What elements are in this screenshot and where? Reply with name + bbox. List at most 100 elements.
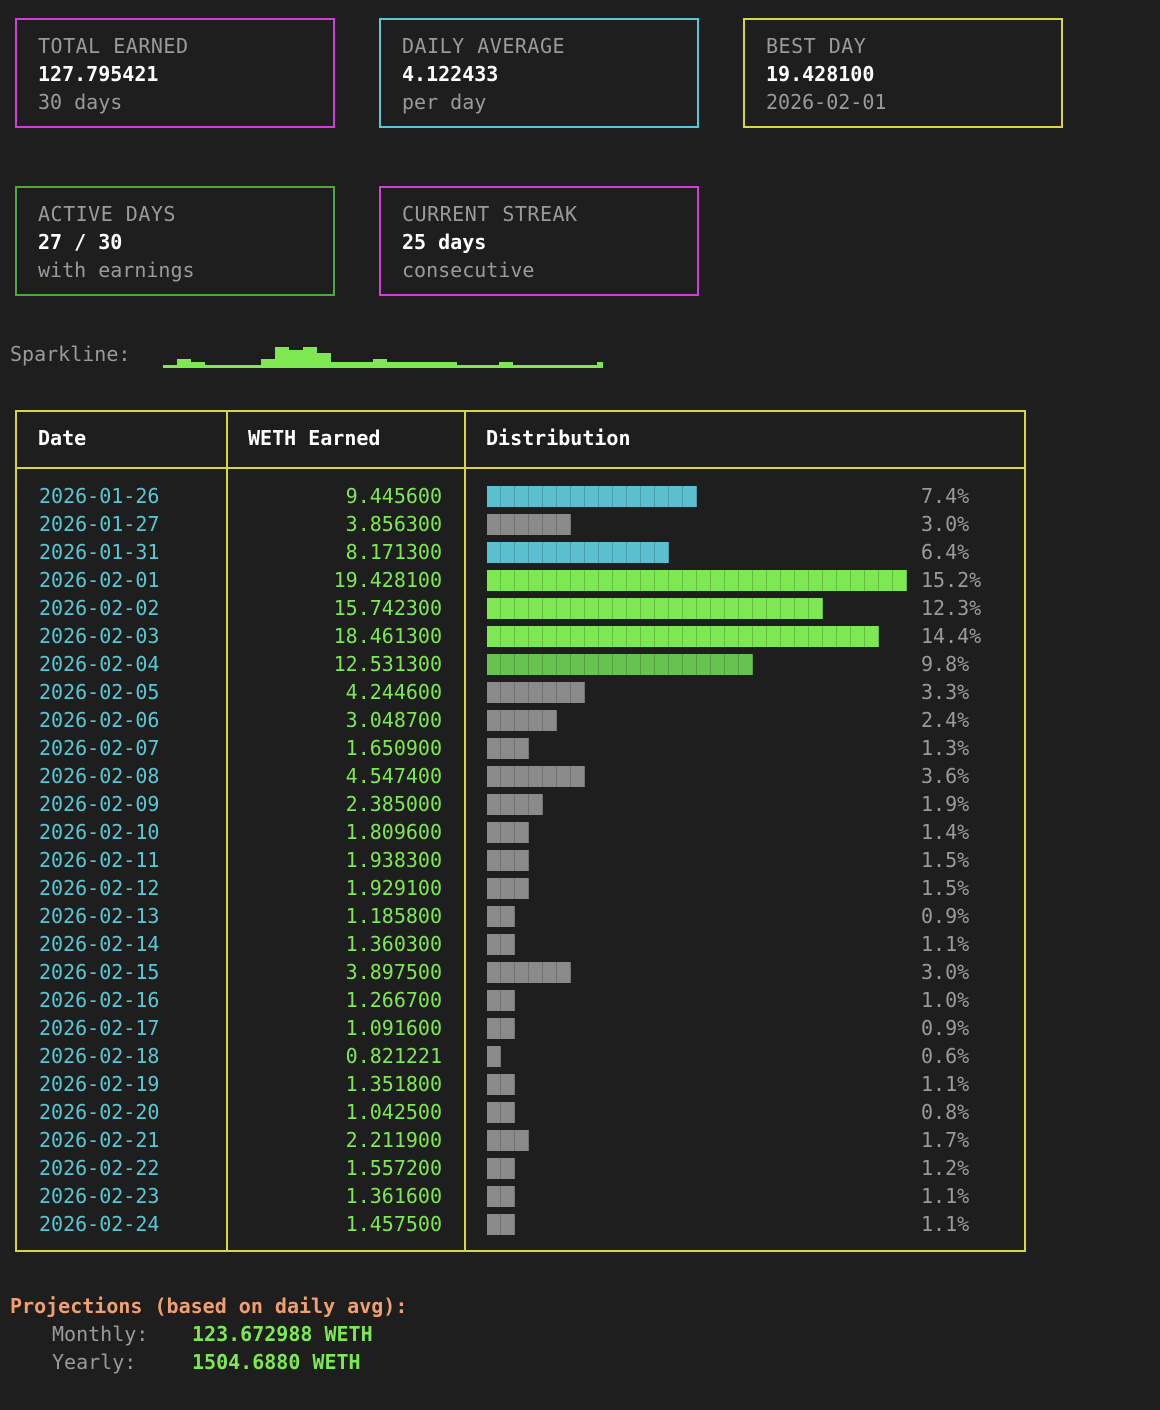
active-days-label: ACTIVE DAYS (38, 202, 176, 226)
best-day-card: BEST DAY 19.428100 2026-02-01 (743, 18, 1063, 128)
sparkline-bar (387, 362, 401, 368)
row-weth-earned: 2.385000 (345, 792, 442, 816)
active-days-sub: with earnings (38, 258, 195, 282)
row-date: 2026-02-16 (39, 988, 160, 1012)
table-row: 2026-02-12 1.929100 1.5% (17, 874, 1024, 902)
table-row: 2026-02-20 1.042500 0.8% (17, 1098, 1024, 1126)
row-date: 2026-02-04 (39, 652, 160, 676)
table-row: 2026-02-21 2.211900 1.7% (17, 1126, 1024, 1154)
row-date: 2026-02-14 (39, 932, 160, 956)
sparkline-bar (205, 365, 219, 368)
daily-average-label: DAILY AVERAGE (402, 34, 566, 58)
row-percentage: 1.5% (921, 876, 970, 900)
row-date: 2026-02-22 (39, 1156, 160, 1180)
table-row: 2026-02-07 1.650900 1.3% (17, 734, 1024, 762)
projection-yearly-label: Yearly: (52, 1350, 137, 1374)
table-row: 2026-02-18 0.821221 0.6% (17, 1042, 1024, 1070)
row-percentage: 1.5% (921, 848, 970, 872)
projection-monthly: Monthly: 123.672988 WETH (10, 1320, 407, 1348)
row-date: 2026-01-31 (39, 540, 160, 564)
row-percentage: 0.6% (921, 1044, 970, 1068)
distribution-bar (487, 850, 529, 871)
projections: Projections (based on daily avg): Monthl… (10, 1292, 407, 1376)
header-distribution: Distribution (486, 426, 631, 450)
table-row: 2026-02-08 4.547400 3.6% (17, 762, 1024, 790)
row-weth-earned: 1.650900 (345, 736, 442, 760)
row-percentage: 15.2% (921, 568, 982, 592)
distribution-bar (487, 570, 907, 591)
sparkline-bar (499, 362, 513, 368)
row-date: 2026-02-24 (39, 1212, 160, 1236)
row-date: 2026-02-12 (39, 876, 160, 900)
table-row: 2026-02-14 1.360300 1.1% (17, 930, 1024, 958)
sparkline-bar (443, 362, 457, 368)
row-weth-earned: 2.211900 (345, 1128, 442, 1152)
row-weth-earned: 9.445600 (345, 484, 442, 508)
sparkline-bar (233, 365, 247, 368)
row-percentage: 12.3% (921, 596, 982, 620)
row-date: 2026-02-09 (39, 792, 160, 816)
table-body: 2026-01-26 9.445600 7.4% 2026-01-27 3.856300… (17, 482, 1024, 1238)
table-row: 2026-01-26 9.445600 7.4% (17, 482, 1024, 510)
row-weth-earned: 15.742300 (333, 596, 442, 620)
projection-monthly-label: Monthly: (52, 1322, 149, 1346)
sparkline-bar (485, 365, 499, 368)
projections-title: Projections (based on daily avg): (10, 1294, 408, 1318)
header-divider (17, 467, 1024, 469)
distribution-bar (487, 1074, 515, 1095)
sparkline-bar (513, 365, 527, 368)
row-percentage: 1.1% (921, 1184, 970, 1208)
distribution-bar (487, 1186, 515, 1207)
best-day-sub: 2026-02-01 (766, 90, 887, 114)
row-weth-earned: 1.042500 (345, 1100, 442, 1124)
active-days-card: ACTIVE DAYS 27 / 30 with earnings (15, 186, 335, 296)
sparkline-bar (457, 365, 471, 368)
sparkline-bar (415, 362, 429, 368)
distribution-bar (487, 962, 571, 983)
row-weth-earned: 1.185800 (345, 904, 442, 928)
row-date: 2026-02-07 (39, 736, 160, 760)
current-streak-value: 25 days (402, 230, 487, 254)
row-percentage: 9.8% (921, 652, 970, 676)
row-weth-earned: 3.897500 (345, 960, 442, 984)
sparkline-bar (289, 350, 303, 368)
table-row: 2026-02-04 12.531300 9.8% (17, 650, 1024, 678)
table-row: 2026-02-16 1.266700 1.0% (17, 986, 1024, 1014)
table-row: 2026-02-23 1.361600 1.1% (17, 1182, 1024, 1210)
current-streak-card: CURRENT STREAK 25 days consecutive (379, 186, 699, 296)
distribution-bar (487, 682, 585, 703)
row-date: 2026-02-17 (39, 1016, 160, 1040)
sparkline-bar (527, 365, 541, 368)
row-percentage: 1.4% (921, 820, 970, 844)
row-date: 2026-02-11 (39, 848, 160, 872)
row-percentage: 3.3% (921, 680, 970, 704)
row-date: 2026-02-21 (39, 1128, 160, 1152)
row-weth-earned: 1.351800 (345, 1072, 442, 1096)
sparkline-bar (555, 365, 569, 368)
row-percentage: 0.9% (921, 1016, 970, 1040)
sparkline-bar (541, 365, 555, 368)
distribution-bar (487, 598, 823, 619)
distribution-bar (487, 654, 753, 675)
row-percentage: 2.4% (921, 708, 970, 732)
table-row: 2026-01-31 8.171300 6.4% (17, 538, 1024, 566)
current-streak-sub: consecutive (402, 258, 535, 282)
sparkline-bar (177, 359, 191, 368)
daily-average-value: 4.122433 (402, 62, 499, 86)
distribution-bar (487, 906, 515, 927)
table-row: 2026-02-02 15.742300 12.3% (17, 594, 1024, 622)
distribution-bar (487, 794, 543, 815)
row-date: 2026-02-06 (39, 708, 160, 732)
distribution-bar (487, 486, 697, 507)
row-weth-earned: 4.244600 (345, 680, 442, 704)
distribution-bar (487, 878, 529, 899)
table-row: 2026-02-19 1.351800 1.1% (17, 1070, 1024, 1098)
distribution-bar (487, 626, 879, 647)
row-percentage: 14.4% (921, 624, 982, 648)
earnings-table: Date WETH Earned Distribution 2026-01-26… (15, 410, 1026, 1252)
projection-yearly: Yearly: 1504.6880 WETH (10, 1348, 407, 1376)
table-row: 2026-02-17 1.091600 0.9% (17, 1014, 1024, 1042)
row-weth-earned: 19.428100 (333, 568, 442, 592)
header-date: Date (38, 426, 87, 450)
sparkline-bar (261, 359, 275, 368)
